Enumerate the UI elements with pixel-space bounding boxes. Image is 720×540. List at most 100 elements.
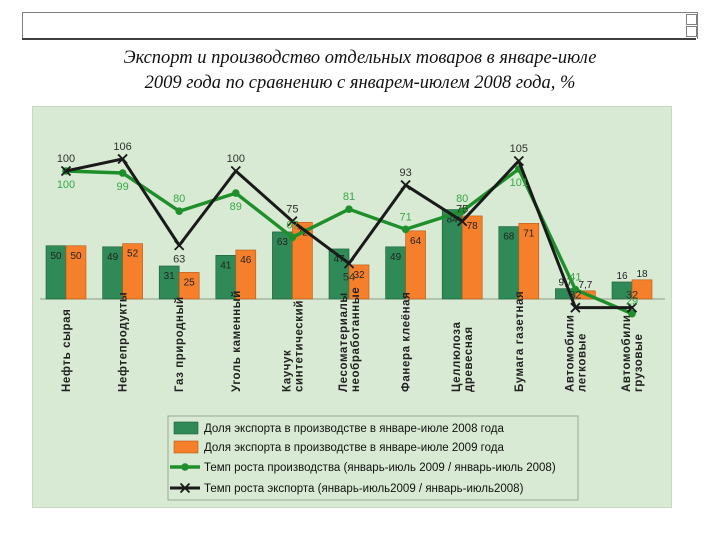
export-growth-point (287, 216, 298, 227)
export-growth-label: 100 (57, 153, 75, 165)
bar-2009-value-label: 78 (467, 221, 479, 232)
export-growth-point (174, 240, 185, 251)
bar-2009 (405, 230, 426, 300)
slide-header-frame (22, 12, 698, 39)
export-growth-point (343, 258, 355, 269)
export-growth-point (400, 179, 411, 191)
export-growth-label: 75 (286, 203, 298, 215)
export-growth-point (117, 153, 128, 165)
production-growth-label: 80 (456, 193, 468, 205)
production-growth-label: 80 (173, 193, 185, 205)
legend-box (167, 415, 579, 501)
production-growth-label: 29 (626, 296, 638, 308)
bar-2009 (178, 272, 200, 300)
production-growth-point (401, 225, 410, 234)
category-label: Автомобилигрузовые (621, 314, 645, 392)
production-growth-label: 67 (286, 219, 298, 231)
bar-2009-value-label: 32 (353, 270, 365, 281)
category-label-line: синтетический (293, 300, 305, 392)
production-growth-point (232, 189, 240, 197)
production-growth-label: 81 (343, 191, 355, 203)
bar-2009-value-label: 50 (70, 251, 82, 262)
production-growth-label: 89 (230, 201, 242, 213)
production-growth-label: 101 (510, 177, 528, 189)
bar-2009 (292, 222, 313, 300)
category-label: Уголь каменный (231, 290, 243, 392)
bar-2008-value-label: 49 (390, 252, 402, 263)
export-growth-point (457, 216, 468, 227)
export-growth-label: 93 (399, 167, 411, 179)
category-label-line: Целлюлоза (451, 322, 463, 392)
legend-swatch-export-marker (179, 482, 191, 494)
bar-2009-value-label: 7,7 (578, 280, 592, 291)
bar-2009 (518, 223, 540, 300)
bar-2009-value-label: 64 (410, 236, 422, 247)
production-growth-label: 100 (57, 179, 75, 191)
page-title: Экспорт и производство отдельных товаров… (30, 46, 690, 96)
export-growth-label: 75 (456, 203, 468, 215)
category-label: Фанера клеёная (401, 292, 413, 392)
corner-square-bottom (686, 26, 697, 37)
category-label-line: древесная (463, 326, 475, 392)
export-growth-point (230, 165, 241, 177)
category-label-line: Бумага газетная (514, 291, 526, 392)
bar-2009 (65, 245, 87, 300)
production-growth-point (458, 207, 467, 215)
export-growth-label: 54 (343, 271, 355, 283)
legend-entry-label: Доля экспорта в производстве в январе-ию… (204, 423, 504, 435)
production-growth-point (118, 169, 127, 177)
bar-2008-value-label: 49 (107, 252, 119, 263)
production-growth-point (571, 285, 580, 294)
bar-2008-value-label: 41 (220, 260, 232, 271)
category-label: Каучуксинтетический (281, 300, 305, 392)
category-label-line: грузовые (633, 334, 645, 392)
category-label: Целлюлозадревесная (451, 322, 475, 392)
category-label-line: Фанера клеёная (401, 292, 413, 392)
legend-entry-label: Доля экспорта в производстве в январе-ию… (204, 442, 504, 454)
title-line-2: 2009 года по сравнению с январем-июлем 2… (144, 73, 576, 93)
production-growth-point (628, 309, 636, 318)
export-growth-point (513, 155, 524, 167)
category-label-line: необработанные (350, 287, 362, 392)
bar-2008-value-label: 84 (447, 215, 459, 226)
export-growth-point (626, 302, 638, 313)
category-label-line: Уголь каменный (231, 290, 243, 392)
export-growth-label: 63 (173, 253, 185, 265)
bar-2009-value-label: 25 (184, 277, 196, 288)
export-growth-label: 100 (227, 153, 245, 165)
category-label-line: Автомобили (621, 314, 633, 392)
export-growth-point (60, 165, 72, 177)
title-line-1: Экспорт и производство отдельных товаров… (123, 48, 597, 68)
bar-2009 (235, 249, 257, 300)
bar-2008-value-label: 68 (503, 232, 515, 243)
category-label-line: легковые (576, 333, 588, 392)
category-label: Бумага газетная (514, 291, 526, 392)
category-label: Автомобилилегковые (564, 314, 588, 392)
legend-swatch-production-marker (181, 463, 189, 471)
production-growth-point (175, 207, 183, 215)
bar-2008-value-label: 50 (50, 251, 62, 262)
export-growth-label: 32 (626, 290, 638, 302)
bar-2009-value-label: 46 (240, 255, 252, 266)
export-growth-label: 32 (569, 290, 581, 302)
category-label: Газ природный (174, 296, 186, 392)
category-label: Лесоматериалынеобработанные (338, 287, 362, 392)
bar-2009 (631, 279, 653, 300)
category-label: Нефтепродукты (118, 292, 130, 392)
production-growth-label: 41 (569, 272, 581, 284)
category-label-line: Автомобили (564, 314, 576, 392)
category-label-line: Нефтепродукты (118, 292, 130, 392)
bar-2009-value-label: 52 (127, 249, 139, 260)
export-growth-point (570, 302, 581, 313)
export-growth-label: 105 (510, 143, 528, 155)
category-label-line: Нефть сырая (61, 309, 73, 392)
legend-entry-label: Темп роста производства (январь-июль 200… (204, 462, 556, 474)
corner-square-top (686, 14, 697, 25)
bar-2009-value-label: 18 (636, 269, 648, 280)
category-label-line: Газ природный (174, 296, 186, 392)
export-growth-label: 106 (113, 141, 131, 153)
production-growth-label: 71 (399, 211, 411, 223)
bar-2008-value-label: 31 (164, 271, 176, 282)
legend-swatch-2008 (173, 421, 199, 435)
